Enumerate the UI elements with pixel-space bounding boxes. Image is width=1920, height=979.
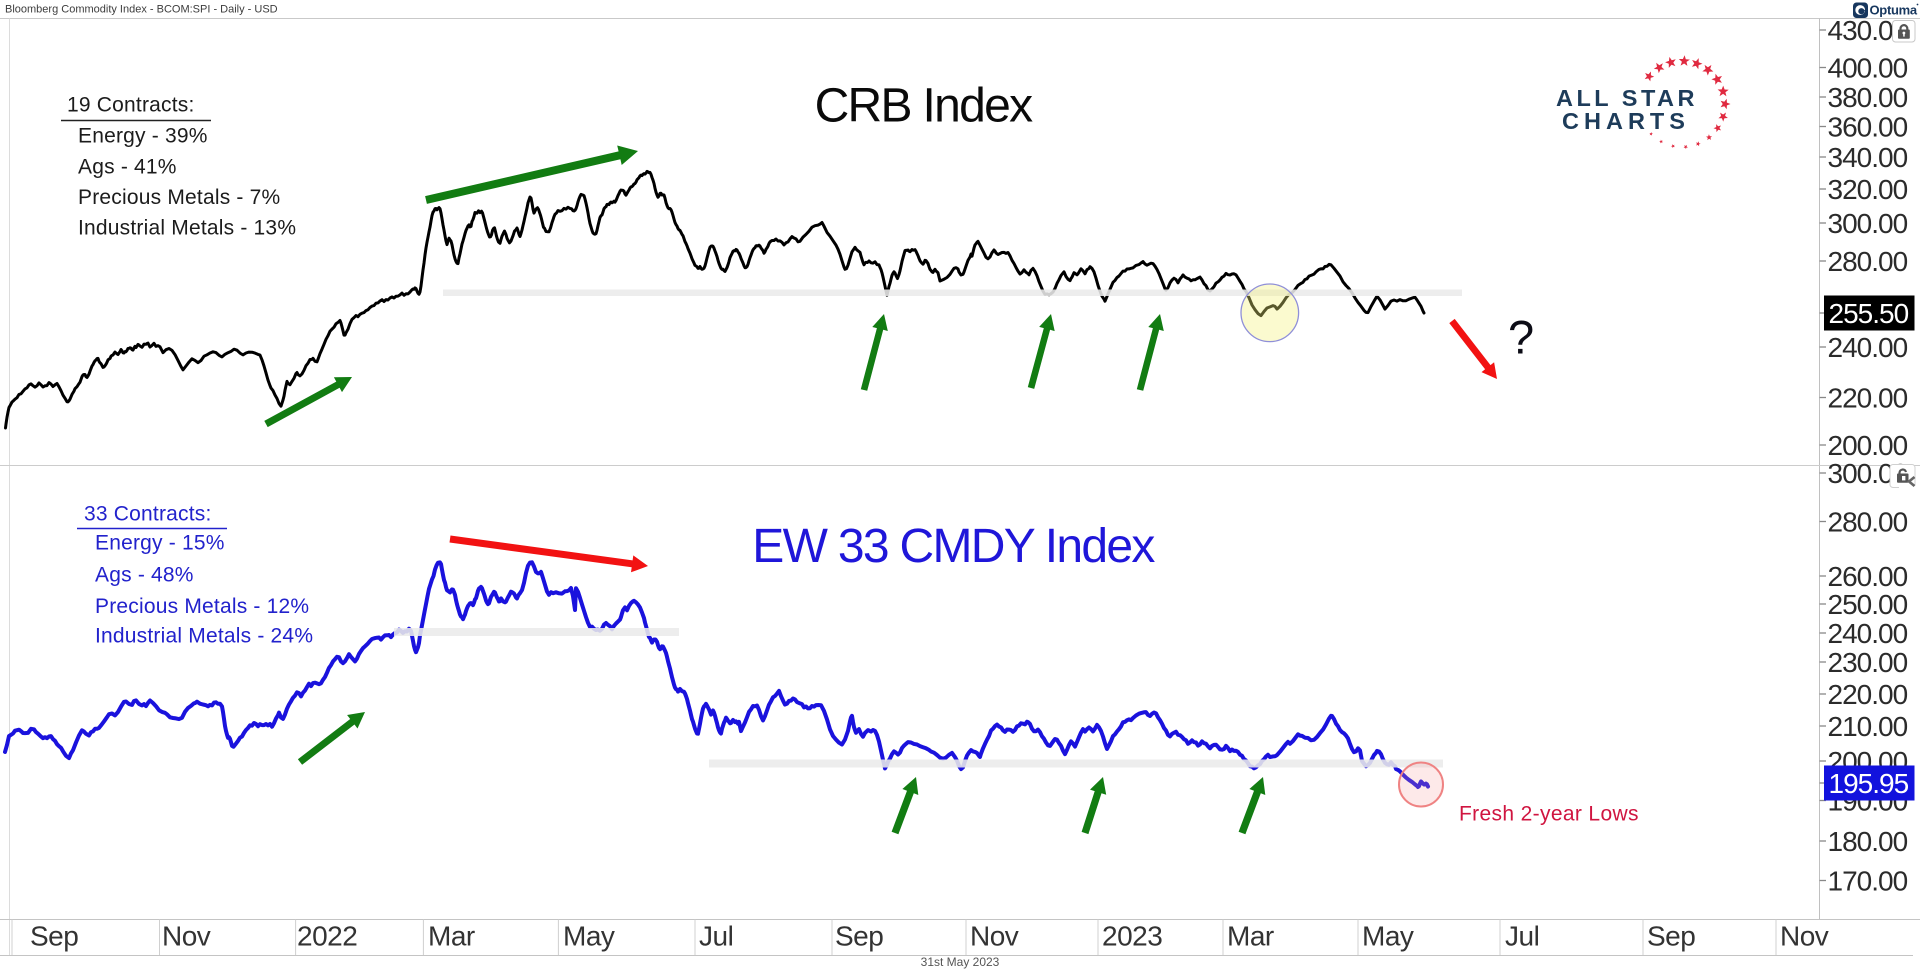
- svg-text:210.00: 210.00: [1828, 711, 1908, 742]
- svg-text:19 Contracts:: 19 Contracts:: [67, 94, 195, 117]
- svg-text:250.00: 250.00: [1828, 589, 1908, 620]
- svg-text:EW 33 CMDY Index: EW 33 CMDY Index: [752, 520, 1155, 573]
- svg-text:Ags - 41%: Ags - 41%: [78, 156, 177, 179]
- svg-text:Jul: Jul: [1505, 921, 1539, 952]
- svg-text:260.00: 260.00: [1828, 561, 1908, 592]
- svg-text:320.00: 320.00: [1828, 174, 1908, 205]
- svg-text:340.00: 340.00: [1828, 142, 1908, 173]
- svg-text:300.00: 300.00: [1828, 208, 1908, 239]
- svg-text:Industrial Metals - 24%: Industrial Metals - 24%: [95, 625, 313, 648]
- svg-text:280.00: 280.00: [1828, 246, 1908, 277]
- svg-text:CRB Index: CRB Index: [815, 80, 1034, 133]
- svg-text:CHARTS: CHARTS: [1562, 108, 1690, 134]
- svg-text:400.00: 400.00: [1828, 53, 1908, 84]
- svg-text:Ags - 48%: Ags - 48%: [95, 564, 194, 587]
- svg-text:195.95: 195.95: [1829, 768, 1909, 799]
- svg-text:220.00: 220.00: [1828, 679, 1908, 710]
- svg-text:Industrial Metals - 13%: Industrial Metals - 13%: [78, 217, 296, 240]
- svg-text:Nov: Nov: [162, 921, 211, 952]
- svg-text:2023: 2023: [1102, 921, 1162, 952]
- svg-text:Sep: Sep: [835, 921, 883, 952]
- svg-text:Mar: Mar: [1227, 921, 1274, 952]
- svg-text:ALL STAR: ALL STAR: [1556, 85, 1698, 111]
- svg-text:Sep: Sep: [30, 921, 78, 952]
- svg-text:Fresh 2-year Lows: Fresh 2-year Lows: [1459, 803, 1639, 826]
- svg-text:255.50: 255.50: [1829, 298, 1909, 329]
- svg-text:May: May: [1362, 921, 1414, 952]
- svg-text:230.00: 230.00: [1828, 647, 1908, 678]
- svg-text:240.00: 240.00: [1828, 332, 1908, 363]
- svg-text:Energy - 39%: Energy - 39%: [78, 125, 208, 148]
- svg-text:31st May 2023: 31st May 2023: [921, 955, 1000, 969]
- svg-text:380.00: 380.00: [1828, 82, 1908, 113]
- svg-text:180.00: 180.00: [1828, 826, 1908, 857]
- svg-text:Bloomberg Commodity Index - BC: Bloomberg Commodity Index - BCOM:SPI - D…: [5, 4, 278, 16]
- svg-text:200.00: 200.00: [1828, 430, 1908, 461]
- svg-text:33 Contracts:: 33 Contracts:: [84, 503, 212, 526]
- svg-text:170.00: 170.00: [1828, 866, 1908, 897]
- svg-text:Mar: Mar: [428, 921, 475, 952]
- svg-text:Jul: Jul: [699, 921, 733, 952]
- svg-text:?: ?: [1508, 311, 1534, 364]
- svg-text:280.00: 280.00: [1828, 507, 1908, 538]
- svg-text:240.00: 240.00: [1828, 618, 1908, 649]
- svg-text:220.00: 220.00: [1828, 383, 1908, 414]
- svg-text:Optuma: Optuma: [1870, 3, 1918, 18]
- svg-text:Nov: Nov: [1780, 921, 1829, 952]
- svg-text:Energy - 15%: Energy - 15%: [95, 532, 225, 555]
- svg-text:Nov: Nov: [970, 921, 1019, 952]
- svg-text:Sep: Sep: [1647, 921, 1695, 952]
- svg-text:360.00: 360.00: [1828, 112, 1908, 143]
- svg-text:Precious Metals - 7%: Precious Metals - 7%: [78, 186, 280, 209]
- svg-text:May: May: [563, 921, 615, 952]
- svg-text:2022: 2022: [297, 921, 357, 952]
- svg-text:Precious Metals - 12%: Precious Metals - 12%: [95, 595, 309, 618]
